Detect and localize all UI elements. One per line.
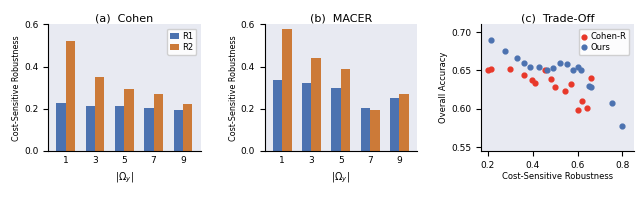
Cohen-R [545, 77, 556, 81]
Ours [586, 86, 596, 89]
Ours [554, 61, 564, 64]
Cohen-R [550, 86, 560, 89]
Legend: Cohen-R, Ours: Cohen-R, Ours [579, 29, 629, 55]
Ours [617, 124, 627, 127]
Y-axis label: Cost-Sensitive Robustness: Cost-Sensitive Robustness [12, 35, 21, 141]
X-axis label: $|\Omega_y|$: $|\Omega_y|$ [115, 170, 134, 185]
Bar [183, 104, 192, 151]
Cohen-R [572, 109, 582, 112]
Cohen-R [486, 67, 496, 71]
Bar [341, 69, 350, 151]
Ours [518, 61, 529, 64]
Ours [548, 67, 558, 70]
Bar [273, 80, 282, 151]
X-axis label: Cost-Sensitive Robustness: Cost-Sensitive Robustness [502, 172, 613, 182]
Y-axis label: Cost-Sensitive Robustness: Cost-Sensitive Robustness [228, 35, 237, 141]
Ours [525, 65, 536, 68]
Bar [86, 106, 95, 151]
Cohen-R [581, 106, 591, 110]
Title: (a)  Cohen: (a) Cohen [95, 14, 154, 24]
Bar [312, 58, 321, 151]
Bar [332, 88, 341, 151]
Legend: R1, R2: R1, R2 [167, 29, 196, 55]
Ours [534, 65, 545, 68]
Bar [399, 94, 409, 151]
Bar [95, 77, 104, 151]
Bar [65, 41, 75, 151]
Cohen-R [586, 76, 596, 80]
Ours [607, 101, 618, 104]
Ours [486, 38, 496, 41]
Cohen-R [540, 69, 550, 72]
Bar [302, 83, 312, 151]
Bar [370, 111, 380, 151]
Ours [568, 68, 578, 71]
Bar [144, 108, 154, 151]
Bar [361, 108, 370, 151]
Bar [115, 106, 124, 151]
Ours [542, 69, 552, 72]
Bar [173, 110, 183, 151]
Ours [512, 57, 522, 60]
Ours [563, 63, 573, 66]
Y-axis label: Overall Accuracy: Overall Accuracy [440, 52, 449, 123]
Ours [572, 65, 582, 68]
Bar [56, 103, 65, 151]
Cohen-R [483, 69, 493, 72]
Ours [500, 50, 510, 53]
Ours [576, 68, 586, 71]
Cohen-R [527, 78, 537, 81]
Title: (b)  MACER: (b) MACER [310, 14, 372, 24]
Bar [124, 89, 134, 151]
Bar [282, 29, 292, 151]
Cohen-R [560, 90, 570, 93]
X-axis label: $|\Omega_y|$: $|\Omega_y|$ [332, 170, 350, 185]
Cohen-R [505, 67, 515, 71]
Title: (c)  Trade-Off: (c) Trade-Off [520, 14, 594, 24]
Cohen-R [577, 100, 587, 103]
Bar [390, 98, 399, 151]
Cohen-R [530, 81, 540, 84]
Bar [154, 94, 163, 151]
Ours [584, 84, 594, 88]
Cohen-R [518, 73, 529, 77]
Cohen-R [566, 83, 576, 86]
